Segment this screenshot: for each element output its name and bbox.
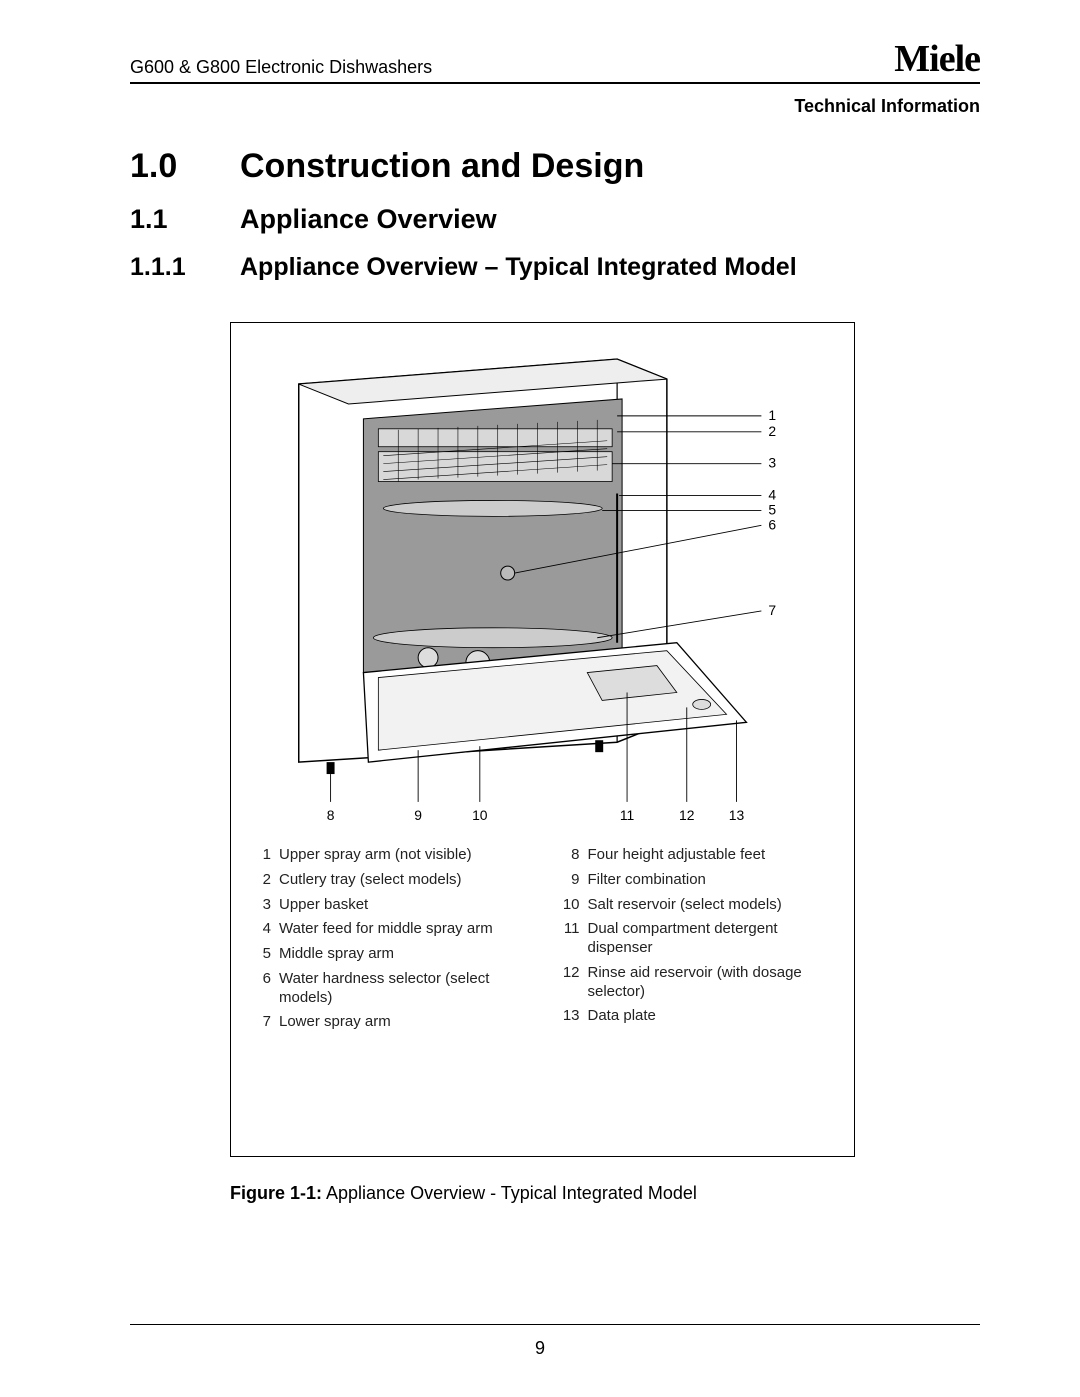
figure-legend: 1Upper spray arm (not visible) 2Cutlery … <box>249 846 836 1038</box>
legend-item: 4Water feed for middle spray arm <box>249 920 528 939</box>
legend-item: 1Upper spray arm (not visible) <box>249 846 528 865</box>
svg-text:2: 2 <box>768 423 776 439</box>
heading-3: 1.1.1 Appliance Overview – Typical Integ… <box>130 253 980 282</box>
legend-item: 2Cutlery tray (select models) <box>249 871 528 890</box>
heading-3-number: 1.1.1 <box>130 253 240 282</box>
figure-caption-label: Figure 1-1: <box>230 1183 322 1203</box>
brand-logo: Miele <box>894 40 980 78</box>
legend-item: 13Data plate <box>558 1007 837 1026</box>
figure-box: 1 2 3 4 5 6 7 8 9 10 11 <box>230 322 855 1157</box>
heading-1-text: Construction and Design <box>240 147 644 186</box>
svg-text:8: 8 <box>327 807 335 823</box>
svg-text:10: 10 <box>472 807 488 823</box>
heading-1-number: 1.0 <box>130 147 240 186</box>
heading-2-text: Appliance Overview <box>240 204 497 235</box>
svg-text:9: 9 <box>414 807 422 823</box>
legend-item: 7Lower spray arm <box>249 1013 528 1032</box>
footer-rule <box>130 1324 980 1325</box>
svg-text:1: 1 <box>768 407 776 423</box>
heading-2: 1.1 Appliance Overview <box>130 204 980 235</box>
svg-text:4: 4 <box>768 486 776 502</box>
svg-text:13: 13 <box>729 807 745 823</box>
legend-item: 6Water hardness selector (select models) <box>249 970 528 1008</box>
svg-text:6: 6 <box>768 516 776 532</box>
legend-item: 11Dual compartment detergent dispenser <box>558 920 837 958</box>
legend-item: 9Filter combination <box>558 871 837 890</box>
legend-item: 10Salt reservoir (select models) <box>558 896 837 915</box>
technical-manual-page: G600 & G800 Electronic Dishwashers Miele… <box>0 0 1080 1397</box>
svg-text:3: 3 <box>768 455 776 471</box>
legend-item: 5Middle spray arm <box>249 945 528 964</box>
heading-1: 1.0 Construction and Design <box>130 147 980 186</box>
legend-item: 12Rinse aid reservoir (with dosage selec… <box>558 964 837 1002</box>
legend-right-column: 8Four height adjustable feet 9Filter com… <box>558 846 837 1038</box>
document-title: G600 & G800 Electronic Dishwashers <box>130 57 432 78</box>
svg-text:7: 7 <box>768 602 776 618</box>
figure-caption-text: Appliance Overview - Typical Integrated … <box>322 1183 697 1203</box>
heading-3-text: Appliance Overview – Typical Integrated … <box>240 253 797 282</box>
svg-text:11: 11 <box>620 807 635 823</box>
svg-text:5: 5 <box>768 501 776 517</box>
page-header: G600 & G800 Electronic Dishwashers Miele <box>130 40 980 84</box>
svg-text:12: 12 <box>679 807 695 823</box>
legend-left-column: 1Upper spray arm (not visible) 2Cutlery … <box>249 846 528 1038</box>
legend-item: 8Four height adjustable feet <box>558 846 837 865</box>
figure-caption: Figure 1-1: Appliance Overview - Typical… <box>230 1183 980 1204</box>
page-number: 9 <box>0 1338 1080 1359</box>
appliance-diagram: 1 2 3 4 5 6 7 8 9 10 11 <box>249 343 836 833</box>
tech-info-label: Technical Information <box>130 96 980 117</box>
heading-2-number: 1.1 <box>130 204 240 235</box>
legend-item: 3Upper basket <box>249 896 528 915</box>
